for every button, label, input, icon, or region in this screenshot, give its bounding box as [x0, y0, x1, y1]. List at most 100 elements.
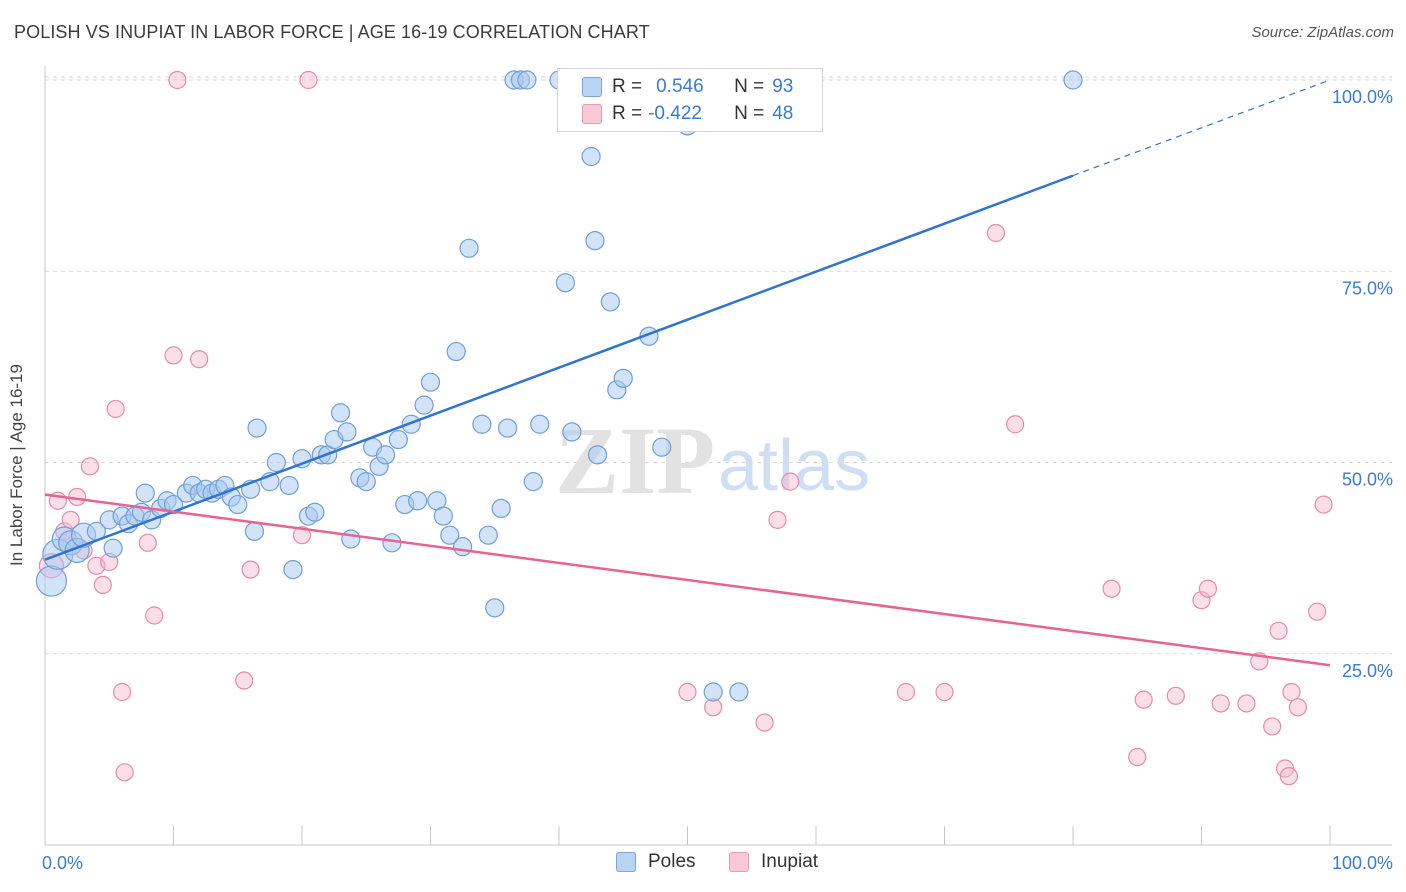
poles-point [613, 368, 633, 388]
inupiat-point [241, 560, 260, 579]
poles-point [420, 372, 441, 392]
poles-swatch [582, 77, 602, 97]
inupiat-point [1006, 415, 1025, 434]
inupiat-point [190, 350, 209, 369]
poles-n-value: 93 [772, 76, 794, 97]
poles-points [35, 70, 1083, 702]
inupiat-point [235, 671, 254, 690]
poles-point [600, 292, 621, 312]
poles-point [523, 472, 543, 492]
inupiat-point [1102, 579, 1121, 598]
inupiat-points [38, 70, 1333, 786]
inupiat-point [1263, 717, 1282, 736]
poles-point [401, 414, 421, 434]
y-tick-label: 75.0% [1342, 278, 1393, 298]
poles-legend-label: Poles [648, 851, 696, 872]
poles-point [472, 414, 492, 434]
inupiat-point [112, 682, 132, 702]
inupiat-point [1288, 698, 1307, 717]
poles-point [446, 341, 466, 362]
y-tick-label: 50.0% [1342, 470, 1393, 490]
poles-point [729, 682, 749, 702]
inupiat-point [164, 346, 183, 365]
inupiat-point [768, 510, 787, 529]
inupiat-r-label: R = [612, 103, 643, 124]
stats-legend: R = 0.546 N = 93 R = -0.422 N = 48 [557, 68, 823, 132]
watermark: ZIP atlas [555, 407, 870, 514]
inupiat-point [299, 70, 318, 90]
poles-legend-swatch [616, 852, 636, 872]
inupiat-point [1308, 602, 1327, 621]
inupiat-point [1211, 694, 1230, 713]
poles-point [305, 502, 325, 522]
poles-point [247, 418, 267, 438]
axes [44, 66, 1392, 846]
legend-item-poles: Poles [616, 851, 696, 873]
poles-trend-line [44, 174, 1074, 561]
watermark-zip: ZIP [555, 407, 715, 514]
legend-row-inupiat: R = -0.422 N = 48 [582, 101, 793, 127]
y-tick-label: 100.0% [1332, 87, 1393, 107]
y-tick-label: 25.0% [1342, 661, 1393, 681]
poles-point [478, 525, 498, 545]
poles-point [581, 146, 601, 167]
trend-lines [44, 79, 1331, 667]
inupiat-r-value: -0.422 [648, 103, 702, 124]
inupiat-point [755, 713, 774, 732]
inupiat-point [1282, 682, 1301, 702]
inupiat-trend-line [44, 493, 1331, 667]
inupiat-point [145, 606, 164, 625]
poles-point [408, 491, 428, 511]
inupiat-point [1269, 621, 1288, 640]
inupiat-point [93, 575, 112, 595]
inupiat-point [896, 682, 916, 702]
poles-point [244, 521, 265, 541]
tick-labels: 25.0% 50.0% 75.0% 100.0% 0.0% 100.0% [42, 87, 1393, 873]
inupiat-point [1192, 591, 1211, 610]
poles-r-value: 0.546 [656, 76, 704, 97]
inupiat-point [1279, 767, 1298, 786]
poles-point [356, 472, 376, 492]
poles-point [485, 598, 505, 618]
poles-point [517, 70, 537, 90]
poles-point [433, 506, 453, 526]
inupiat-point [138, 533, 157, 552]
inupiat-n-label: N = [734, 103, 765, 124]
poles-point [382, 533, 402, 553]
poles-point [453, 537, 473, 557]
poles-point [652, 437, 672, 457]
inupiat-point [292, 526, 312, 545]
poles-point [703, 682, 723, 702]
inupiat-n-value: 48 [772, 103, 794, 124]
poles-point [375, 445, 396, 465]
poles-point [266, 452, 286, 473]
poles-point [498, 418, 518, 438]
poles-point [35, 565, 68, 597]
poles-point [459, 238, 479, 258]
poles-point [341, 529, 361, 549]
poles-trend-extension [1072, 79, 1331, 177]
poles-point [135, 483, 155, 503]
poles-point [388, 429, 408, 450]
inupiat-point [80, 457, 100, 476]
poles-point [562, 422, 582, 442]
poles-point [228, 494, 248, 515]
inupiat-point [1128, 747, 1147, 767]
x-tick-label: 0.0% [42, 853, 83, 873]
x-tick-label: 100.0% [1332, 853, 1393, 873]
poles-point [530, 414, 550, 434]
inupiat-point [1314, 495, 1333, 514]
inupiat-point [1134, 690, 1153, 709]
poles-point [491, 498, 511, 518]
inupiat-point [1166, 686, 1185, 705]
poles-point [279, 475, 299, 496]
inupiat-point [168, 70, 187, 90]
poles-point [555, 273, 576, 293]
chart-title: POLISH VS INUPIAT IN LABOR FORCE | AGE 1… [14, 22, 650, 42]
inupiat-legend-label: Inupiat [761, 851, 819, 872]
inupiat-point [678, 682, 697, 702]
poles-r-label: R = [612, 76, 643, 97]
inupiat-point [115, 763, 134, 782]
poles-point [1063, 70, 1083, 90]
